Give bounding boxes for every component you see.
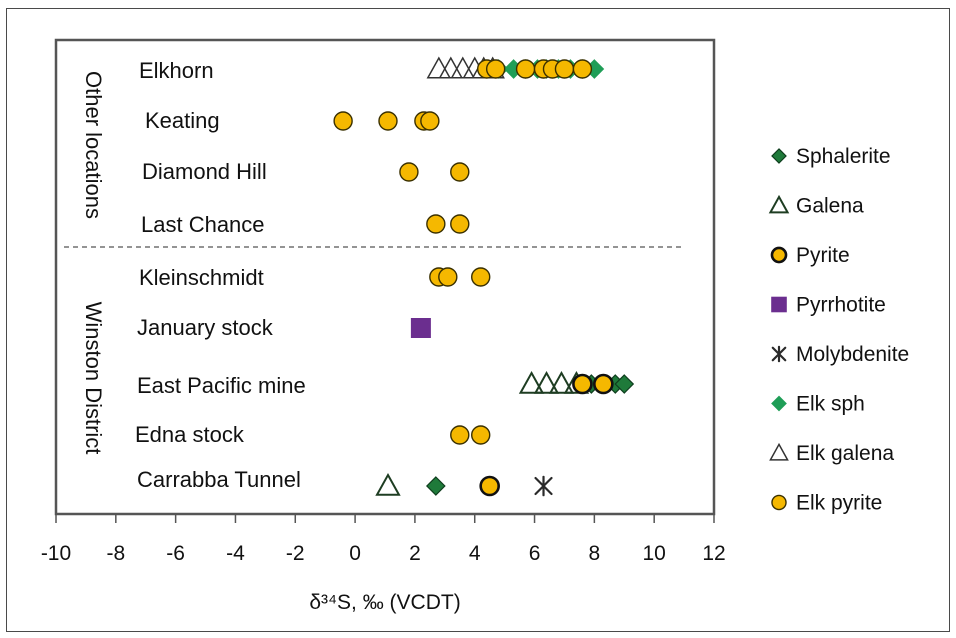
category-label-january-stock: January stock	[137, 315, 274, 340]
legend-marker-elk-galena	[769, 442, 789, 461]
pyrite-point-east-pacific-mine	[593, 373, 614, 395]
category-label-edna-stock: Edna stock	[135, 422, 245, 447]
elk-pyrite-point-elkhorn	[515, 59, 536, 79]
pyrite-point-east-pacific-mine	[572, 373, 593, 395]
sphalerite-point-carrabba-tunnel	[425, 476, 446, 496]
category-label-last-chance: Last Chance	[141, 212, 265, 237]
legend-label-sphalerite: Sphalerite	[796, 145, 891, 168]
legend-label-elk-sph: Elk sph	[796, 393, 865, 416]
legend-marker-molybdenite	[771, 345, 787, 363]
category-label-elkhorn: Elkhorn	[139, 58, 214, 83]
category-label-carrabba-tunnel: Carrabba Tunnel	[137, 467, 301, 492]
x-tick-label: 4	[469, 542, 481, 565]
elk-pyrite-point-elkhorn	[485, 59, 506, 79]
elk-galena-point-elkhorn	[438, 56, 464, 79]
elk-galena-point-elkhorn	[426, 56, 452, 79]
elk-pyrite-point-diamond-hill	[399, 162, 419, 182]
elk-pyrite-point-keating	[378, 111, 398, 131]
elk-pyrite-point-keating	[333, 111, 353, 131]
legend-marker-galena	[768, 194, 790, 214]
legend-marker-elk-sph	[771, 395, 787, 412]
elk-pyrite-point-keating	[420, 111, 440, 131]
elk-galena-point-elkhorn	[450, 56, 476, 79]
sphalerite-point-east-pacific-mine	[614, 374, 635, 394]
elk-pyrite-point-edna-stock	[450, 425, 470, 445]
pyrrhotite-point-january-stock	[410, 318, 431, 338]
galena-point-east-pacific-mine	[518, 370, 545, 394]
legend-label-molybdenite: Molybdenite	[796, 343, 909, 366]
elk-pyrite-point-elkhorn	[572, 59, 593, 79]
legend-marker-elk-pyrite	[771, 494, 787, 511]
x-tick-label: 6	[529, 542, 541, 565]
molybdenite-point-carrabba-tunnel	[534, 475, 553, 497]
x-tick-label: -6	[166, 542, 185, 565]
x-tick-label: -2	[286, 542, 305, 565]
legend-marker-pyrrhotite	[771, 296, 787, 313]
legend-label-pyrrhotite: Pyrrhotite	[796, 294, 886, 317]
legend-marker-pyrite	[770, 246, 788, 264]
x-tick-label: 8	[589, 542, 601, 565]
elk-pyrite-point-kleinschmidt	[438, 267, 458, 287]
category-label-keating: Keating	[145, 108, 220, 133]
x-tick-label: 12	[702, 542, 725, 565]
pyrite-point-carrabba-tunnel	[479, 475, 500, 497]
legend-marker-sphalerite	[771, 148, 787, 164]
elk-pyrite-point-kleinschmidt	[471, 267, 491, 287]
category-label-diamond-hill: Diamond Hill	[142, 159, 267, 184]
group-label-other-locations: Other locations	[81, 71, 106, 219]
galena-point-east-pacific-mine	[548, 370, 575, 394]
galena-point-carrabba-tunnel	[375, 472, 401, 496]
elk-pyrite-point-elkhorn	[554, 59, 575, 79]
elk-pyrite-point-last-chance	[426, 214, 446, 234]
legend-label-pyrite: Pyrite	[796, 244, 850, 267]
x-tick-label: 2	[409, 542, 421, 565]
x-tick-label: -10	[41, 542, 71, 565]
group-label-winston-district: Winston District	[81, 302, 106, 455]
legend-label-elk-galena: Elk galena	[796, 442, 894, 465]
elk-pyrite-point-last-chance	[450, 214, 470, 234]
x-tick-label: -8	[106, 542, 125, 565]
category-label-kleinschmidt: Kleinschmidt	[139, 265, 264, 290]
legend-label-galena: Galena	[796, 195, 864, 218]
elk-pyrite-point-edna-stock	[471, 425, 491, 445]
legend-label-elk-pyrite: Elk pyrite	[796, 492, 882, 515]
figure-frame	[6, 8, 950, 632]
category-label-east-pacific-mine: East Pacific mine	[137, 373, 306, 398]
x-tick-label: 0	[349, 542, 361, 565]
x-tick-label: -4	[226, 542, 245, 565]
elk-pyrite-point-diamond-hill	[450, 162, 470, 182]
galena-point-east-pacific-mine	[533, 370, 560, 394]
x-axis-label: δ³⁴S, ‰ (VCDT)	[309, 591, 460, 614]
x-tick-label: 10	[643, 542, 666, 565]
